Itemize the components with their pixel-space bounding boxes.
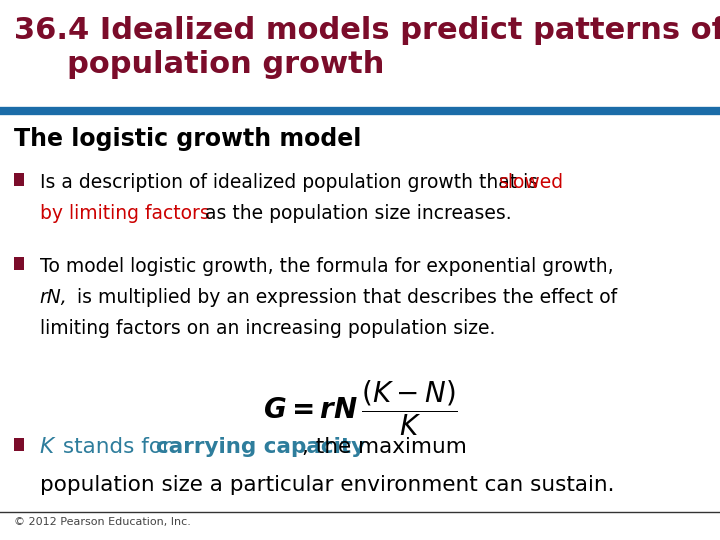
Text: stands for: stands for [56, 437, 178, 457]
Bar [14, 173, 24, 186]
Bar [14, 438, 24, 451]
Text: is multiplied by an expression that describes the effect of: is multiplied by an expression that desc… [71, 288, 617, 307]
Text: © 2012 Pearson Education, Inc.: © 2012 Pearson Education, Inc. [14, 517, 192, 528]
Text: limiting factors on an increasing population size.: limiting factors on an increasing popula… [40, 319, 495, 338]
Text: by limiting factors: by limiting factors [40, 204, 210, 222]
Text: population size a particular environment can sustain.: population size a particular environment… [40, 475, 614, 495]
Text: Is a description of idealized population growth that is: Is a description of idealized population… [40, 173, 544, 192]
Text: K: K [40, 437, 54, 457]
Bar [14, 257, 24, 270]
Text: , the maximum: , the maximum [302, 437, 467, 457]
Text: rN,: rN, [40, 288, 68, 307]
Text: To model logistic growth, the formula for exponential growth,: To model logistic growth, the formula fo… [40, 257, 613, 276]
Text: slowed: slowed [499, 173, 564, 192]
Text: as the population size increases.: as the population size increases. [199, 204, 512, 222]
Text: carrying capacity: carrying capacity [156, 437, 365, 457]
Text: $\boldsymbol{G = rN\,\dfrac{(K - N)}{K}}$: $\boldsymbol{G = rN\,\dfrac{(K - N)}{K}}… [263, 378, 457, 438]
Text: 36.4 Idealized models predict patterns of
     population growth: 36.4 Idealized models predict patterns o… [14, 16, 720, 79]
Text: The logistic growth model: The logistic growth model [14, 127, 361, 151]
